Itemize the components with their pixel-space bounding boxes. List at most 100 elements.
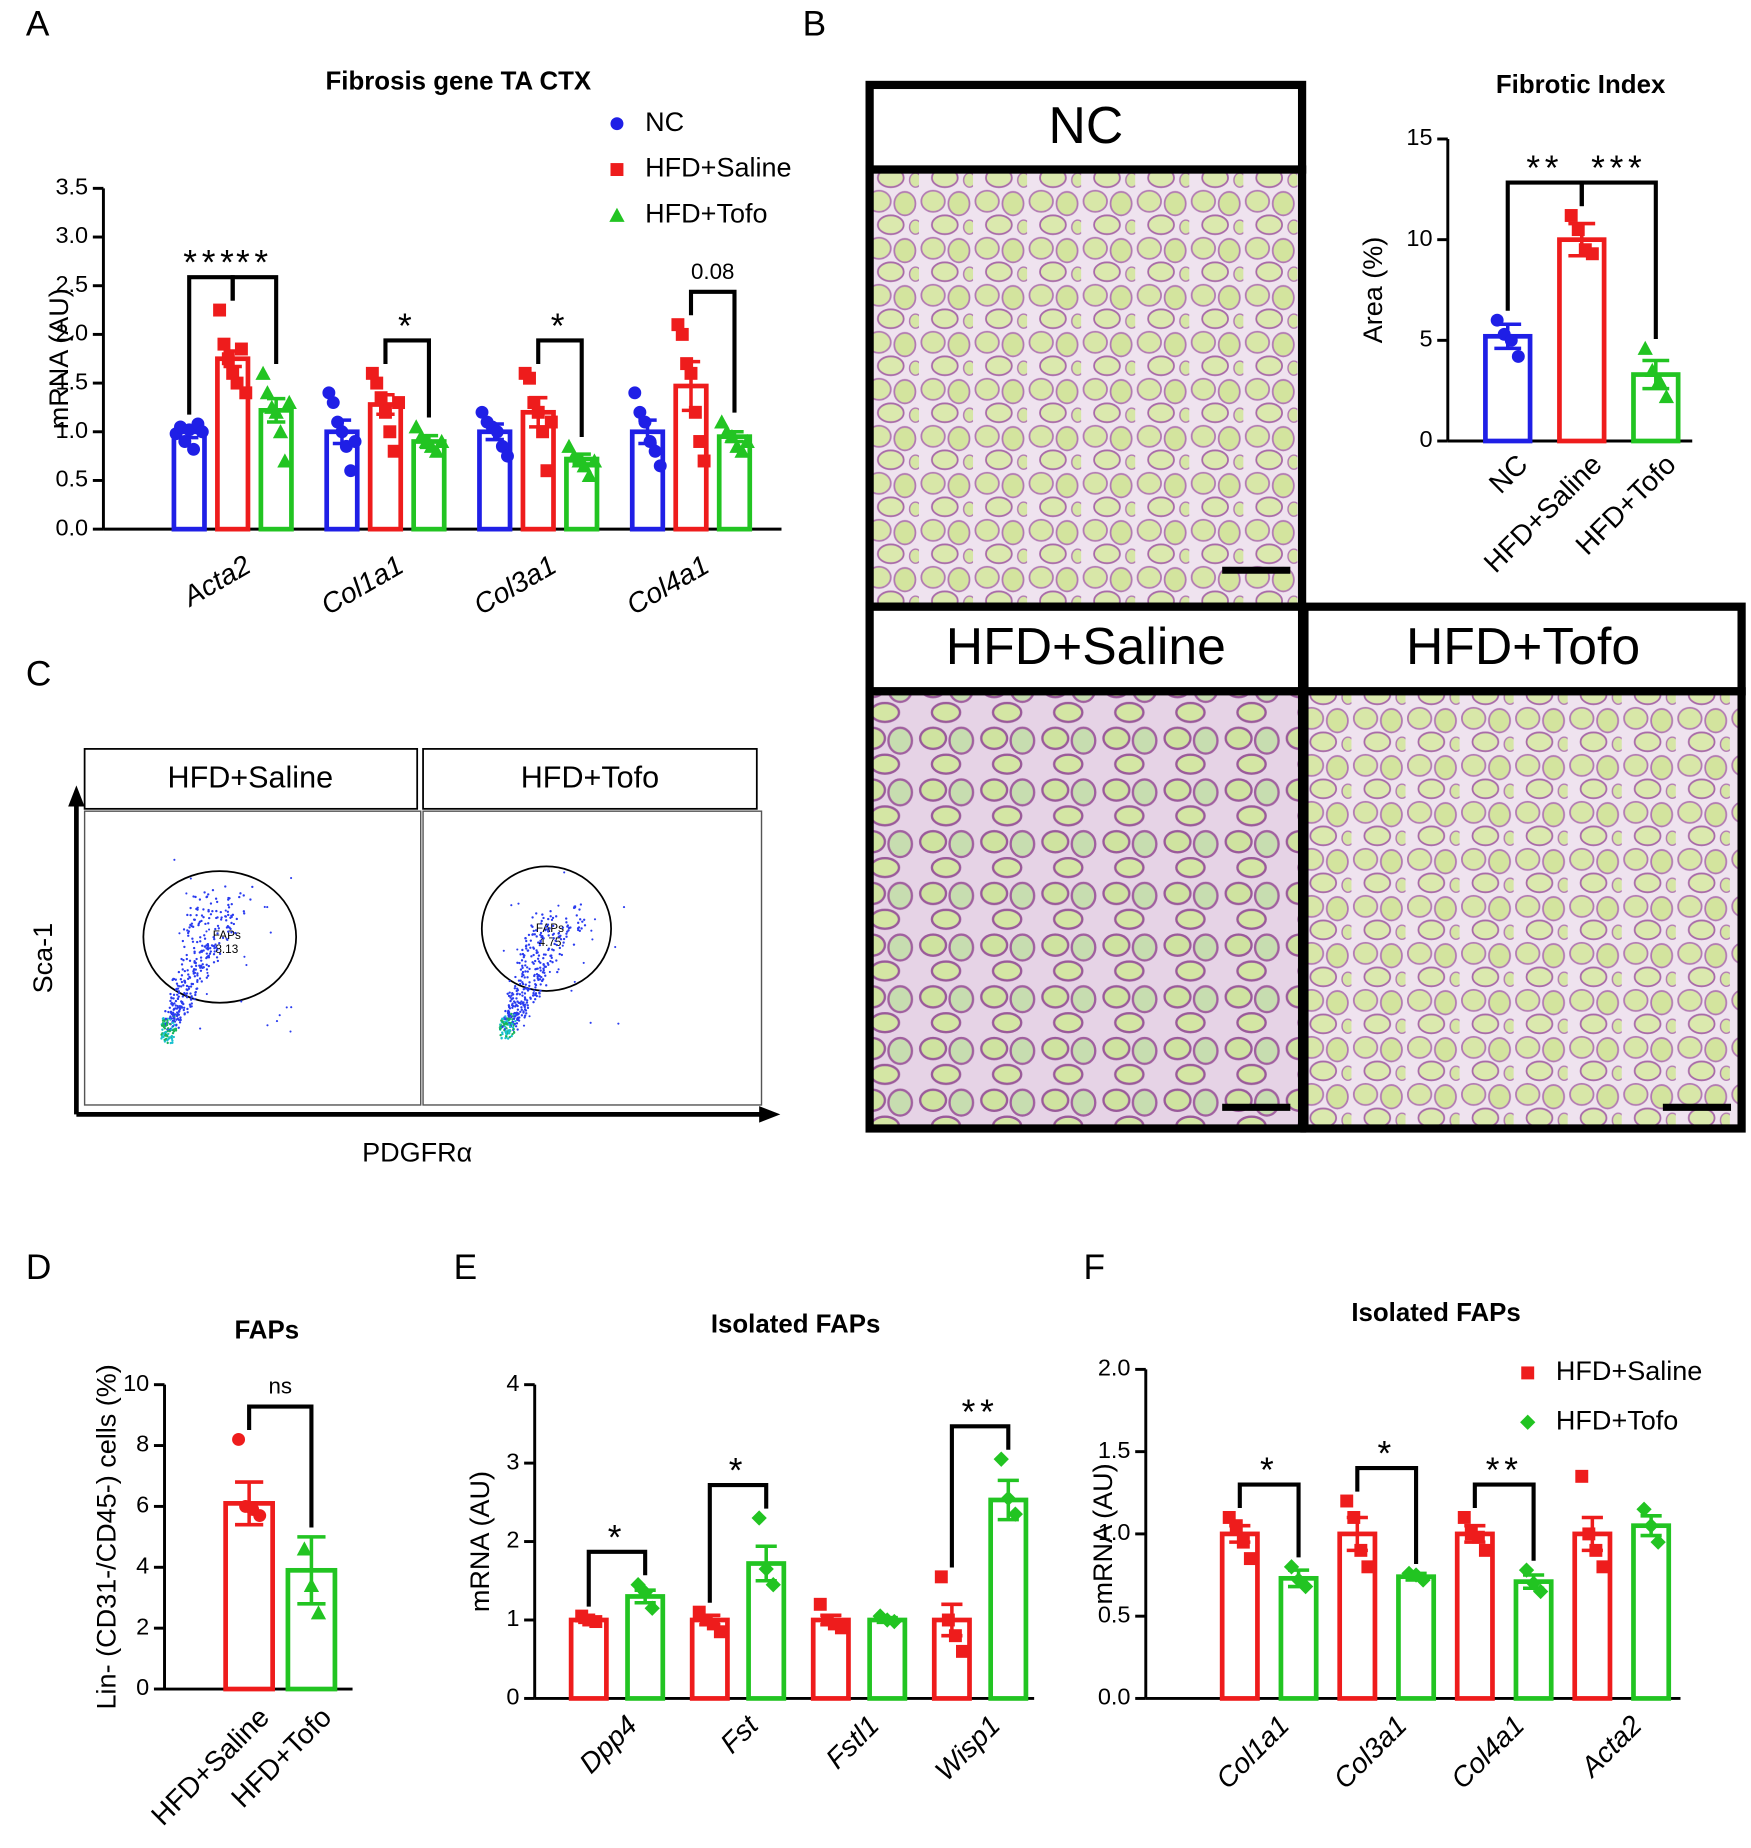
data-point — [675, 327, 689, 341]
significance-bracket — [1355, 1466, 1419, 1564]
event-dot — [203, 891, 206, 894]
data-point — [633, 405, 647, 419]
event-dot — [513, 987, 517, 990]
event-dot — [501, 1025, 504, 1029]
event-dot — [573, 905, 576, 908]
significance-label: ** — [1526, 149, 1563, 188]
event-dot — [521, 970, 525, 974]
data-point — [326, 396, 340, 410]
event-dot — [189, 877, 192, 880]
event-dot — [190, 924, 193, 928]
data-point — [1575, 1469, 1589, 1483]
data-point — [544, 415, 558, 429]
event-dot — [175, 1023, 178, 1027]
data-point — [739, 433, 755, 448]
event-dot — [224, 909, 227, 912]
event-dot — [566, 924, 570, 927]
event-dot — [175, 987, 178, 991]
event-dot — [193, 950, 196, 953]
y-tick-label: 4 — [136, 1552, 149, 1578]
event-dot — [548, 970, 551, 974]
event-dot — [562, 941, 565, 944]
event-dot — [522, 988, 525, 991]
event-dot — [188, 1003, 192, 1006]
event-dot — [205, 895, 209, 898]
event-dot — [196, 972, 199, 975]
x-tick-label: Acta2 — [1573, 1709, 1648, 1784]
event-dot — [520, 1008, 523, 1011]
bar — [867, 1617, 908, 1701]
event-dot — [511, 1032, 514, 1036]
data-point — [1511, 349, 1525, 363]
event-dot — [176, 1006, 180, 1009]
event-dot — [535, 967, 538, 971]
event-dot — [173, 1017, 176, 1020]
data-point — [713, 1625, 727, 1639]
event-dot — [551, 924, 555, 928]
event-dot — [519, 979, 522, 982]
data-point — [1347, 1510, 1361, 1524]
event-dot — [577, 921, 580, 924]
data-point — [1415, 1572, 1431, 1588]
event-dot — [527, 933, 531, 937]
event-dot — [169, 992, 172, 996]
event-dot — [528, 967, 531, 971]
event-dot — [189, 985, 193, 988]
event-dot — [174, 1027, 178, 1031]
event-dot — [521, 994, 524, 997]
event-dot — [522, 954, 526, 957]
data-point — [589, 1615, 603, 1629]
event-dot — [186, 1007, 189, 1011]
event-dot — [514, 1025, 518, 1028]
event-dot — [516, 948, 519, 951]
data-point — [1354, 1543, 1368, 1557]
event-dot — [162, 1035, 165, 1039]
data-point — [1283, 1559, 1300, 1575]
event-dot — [285, 1006, 288, 1009]
panel-letter: A — [26, 4, 50, 43]
data-point — [813, 1597, 827, 1611]
panel-letters: A B C D E F — [26, 4, 1105, 1286]
data-point — [195, 425, 209, 439]
legend-marker — [609, 207, 625, 222]
event-dot — [161, 1028, 164, 1031]
data-point — [948, 1629, 962, 1643]
data-point — [1490, 313, 1504, 327]
event-dot — [513, 1022, 517, 1026]
data-point — [693, 435, 707, 448]
data-point — [1582, 1527, 1596, 1541]
event-dot — [538, 978, 542, 981]
data-point — [1243, 1552, 1257, 1566]
event-dot — [230, 915, 233, 919]
event-dot — [528, 987, 531, 991]
data-point — [1585, 247, 1599, 261]
event-dot — [526, 1004, 529, 1007]
data-point — [253, 1509, 267, 1523]
event-dot — [213, 937, 216, 941]
event-dot — [549, 959, 552, 963]
data-point — [1340, 1494, 1354, 1508]
event-dot — [506, 1037, 510, 1040]
data-point — [490, 425, 504, 439]
event-dot — [173, 1023, 176, 1027]
event-dot — [520, 1006, 523, 1009]
x-tick-label: Col3a1 — [1327, 1709, 1413, 1795]
event-dot — [290, 1006, 293, 1009]
data-point — [1643, 1518, 1659, 1534]
event-dot — [519, 968, 523, 971]
event-dot — [507, 994, 511, 998]
y-tick-label: 10 — [1406, 225, 1432, 251]
data-point — [758, 1561, 774, 1577]
y-tick-label: 0 — [1419, 426, 1432, 452]
event-dot — [196, 978, 199, 982]
error-bar — [941, 1602, 963, 1638]
significance-bracket — [230, 275, 279, 364]
event-dot — [160, 1037, 163, 1040]
event-dot — [547, 930, 550, 933]
event-dot — [529, 946, 532, 949]
event-dot — [194, 895, 197, 899]
event-dot — [183, 969, 187, 973]
event-dot — [170, 1017, 173, 1020]
event-dot — [500, 1019, 503, 1022]
event-dot — [536, 977, 539, 980]
